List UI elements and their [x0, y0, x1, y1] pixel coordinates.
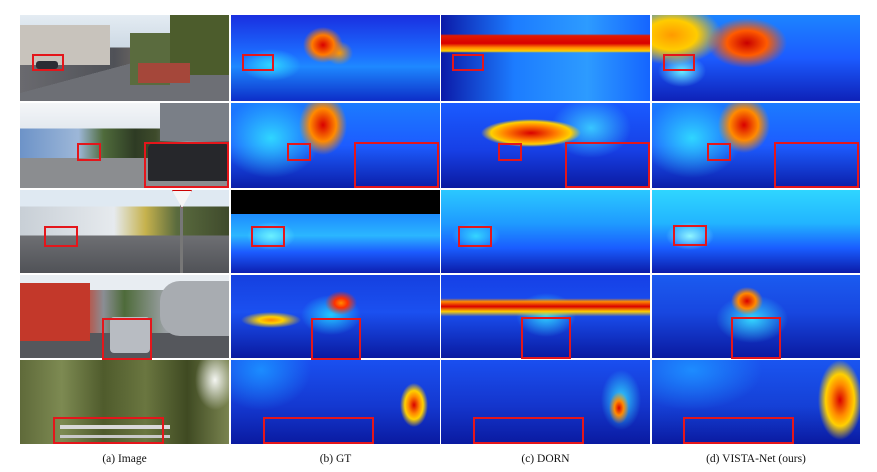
- row4-rgb-image: [20, 275, 229, 358]
- caption-vistanet: (d) VISTA-Net (ours): [706, 453, 806, 465]
- row3-dorn-highlight-box: [458, 226, 492, 247]
- row2-rgb-highlight-small: [77, 143, 101, 161]
- row4-rgb-highlight-box: [102, 318, 152, 360]
- row4-vistanet-depth: [652, 275, 860, 358]
- row2-dorn-highlight-large: [565, 142, 650, 188]
- row3-dorn-depth: [441, 190, 650, 273]
- row2-gt-depth: [231, 103, 440, 188]
- row3-gt-highlight-box: [251, 226, 285, 247]
- row4-vistanet-highlight-box: [731, 317, 781, 359]
- row1-vistanet-depth: [652, 15, 860, 101]
- row5-rgb-highlight-box: [53, 417, 164, 444]
- caption-dorn: (c) DORN: [521, 453, 570, 465]
- row4-gt-highlight-box: [311, 318, 361, 360]
- caption-image: (a) Image: [102, 453, 147, 465]
- row2-gt-highlight-small: [287, 143, 311, 161]
- row2-rgb-image: [20, 103, 229, 188]
- row4-dorn-highlight-box: [521, 317, 571, 359]
- row5-dorn-depth: [441, 360, 650, 444]
- row1-vistanet-highlight-box: [663, 54, 695, 71]
- row5-vistanet-highlight-box: [683, 417, 794, 444]
- row5-vistanet-depth: [652, 360, 860, 444]
- row5-gt-depth: [231, 360, 440, 444]
- row3-vistanet-highlight-box: [673, 225, 707, 246]
- row1-rgb-highlight-box: [32, 54, 64, 71]
- row4-gt-depth: [231, 275, 440, 358]
- row2-dorn-highlight-small: [498, 143, 522, 161]
- row3-rgb-highlight-box: [44, 226, 78, 247]
- row1-gt-highlight-box: [242, 54, 274, 71]
- caption-gt: (b) GT: [319, 453, 352, 465]
- row2-vistanet-highlight-large: [774, 142, 859, 188]
- row3-vistanet-depth: [652, 190, 860, 273]
- row1-gt-depth: [231, 15, 440, 101]
- row2-vistanet-highlight-small: [707, 143, 731, 161]
- row5-gt-highlight-box: [263, 417, 374, 444]
- row1-dorn-highlight-box: [452, 54, 484, 71]
- row2-gt-highlight-large: [354, 142, 439, 188]
- row2-dorn-depth: [441, 103, 650, 188]
- row2-rgb-highlight-large: [144, 142, 229, 188]
- row3-rgb-image: [20, 190, 229, 273]
- row4-dorn-depth: [441, 275, 650, 358]
- row1-dorn-depth: [441, 15, 650, 101]
- row2-vistanet-depth: [652, 103, 860, 188]
- row1-rgb-image: [20, 15, 229, 101]
- row5-dorn-highlight-box: [473, 417, 584, 444]
- row3-gt-depth: [231, 190, 440, 273]
